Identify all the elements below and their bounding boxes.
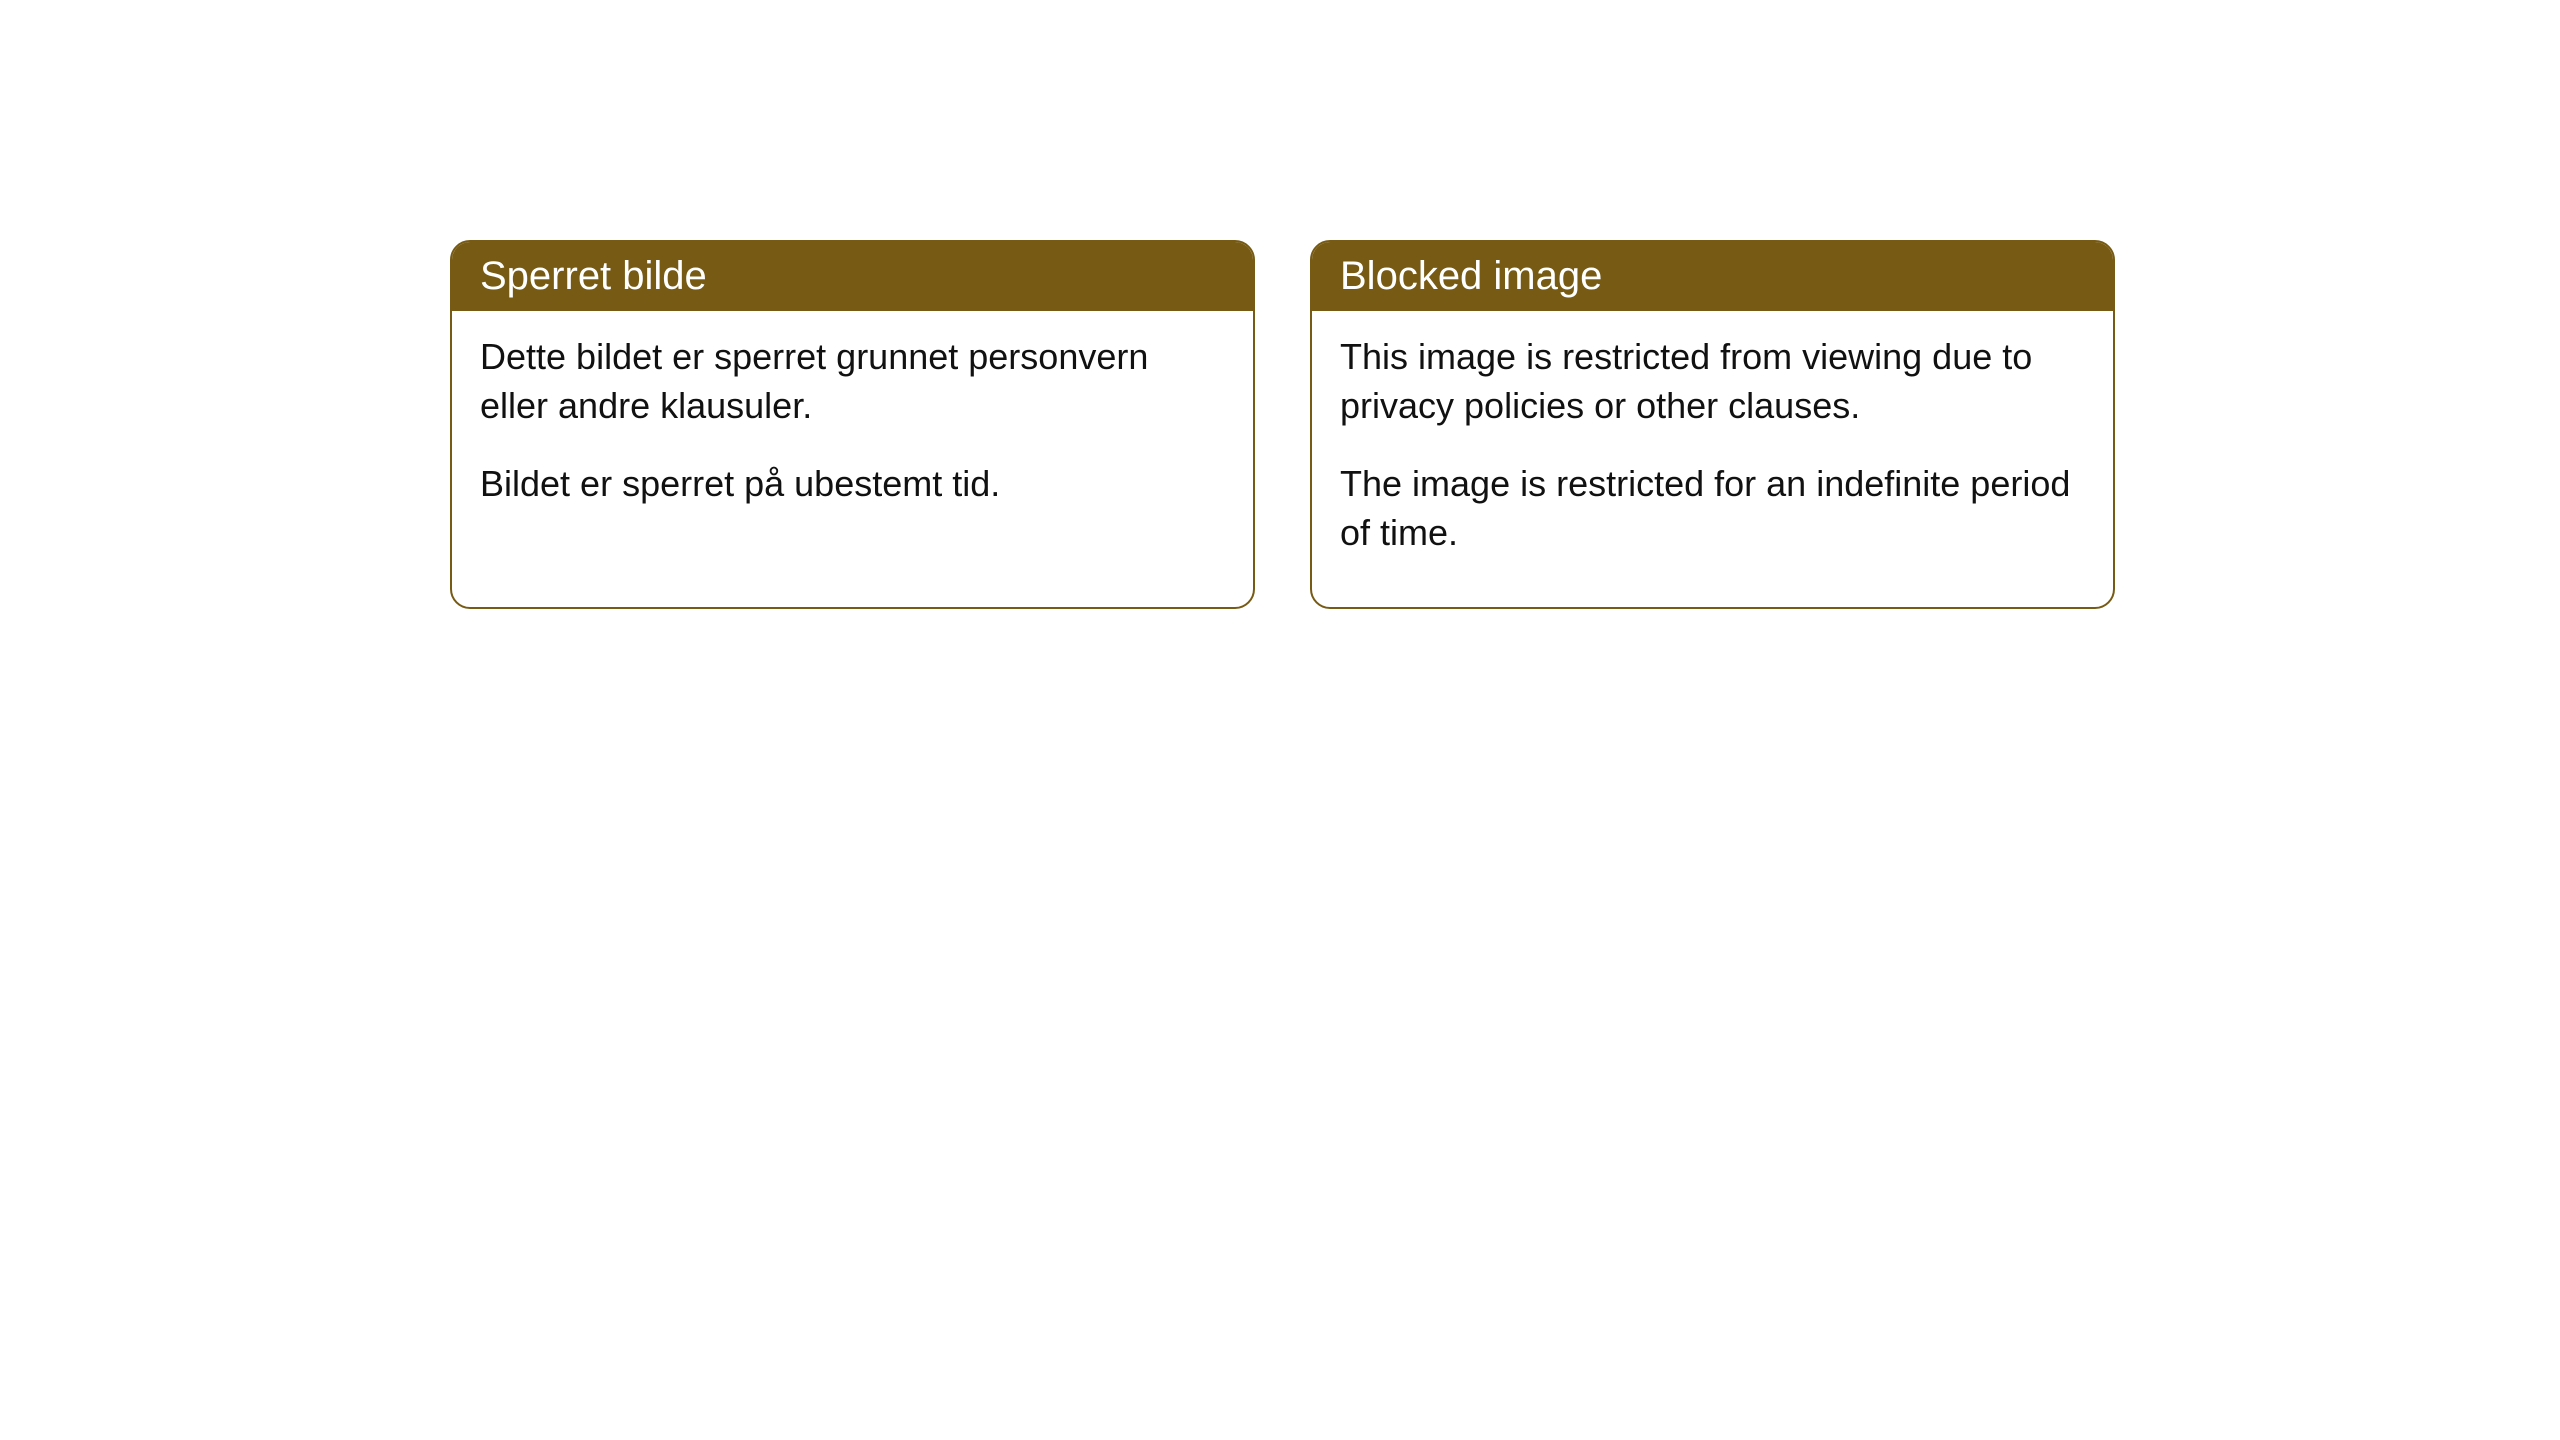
card-paragraph2-no: Bildet er sperret på ubestemt tid. xyxy=(480,460,1225,509)
blocked-image-card-en: Blocked image This image is restricted f… xyxy=(1310,240,2115,609)
card-title-en: Blocked image xyxy=(1340,254,1602,298)
cards-container: Sperret bilde Dette bildet er sperret gr… xyxy=(450,240,2115,609)
card-body-no: Dette bildet er sperret grunnet personve… xyxy=(452,311,1253,559)
card-header-no: Sperret bilde xyxy=(452,242,1253,311)
card-paragraph1-en: This image is restricted from viewing du… xyxy=(1340,333,2085,430)
blocked-image-card-no: Sperret bilde Dette bildet er sperret gr… xyxy=(450,240,1255,609)
card-paragraph2-en: The image is restricted for an indefinit… xyxy=(1340,460,2085,557)
card-body-en: This image is restricted from viewing du… xyxy=(1312,311,2113,607)
card-paragraph1-no: Dette bildet er sperret grunnet personve… xyxy=(480,333,1225,430)
card-title-no: Sperret bilde xyxy=(480,254,707,298)
card-header-en: Blocked image xyxy=(1312,242,2113,311)
